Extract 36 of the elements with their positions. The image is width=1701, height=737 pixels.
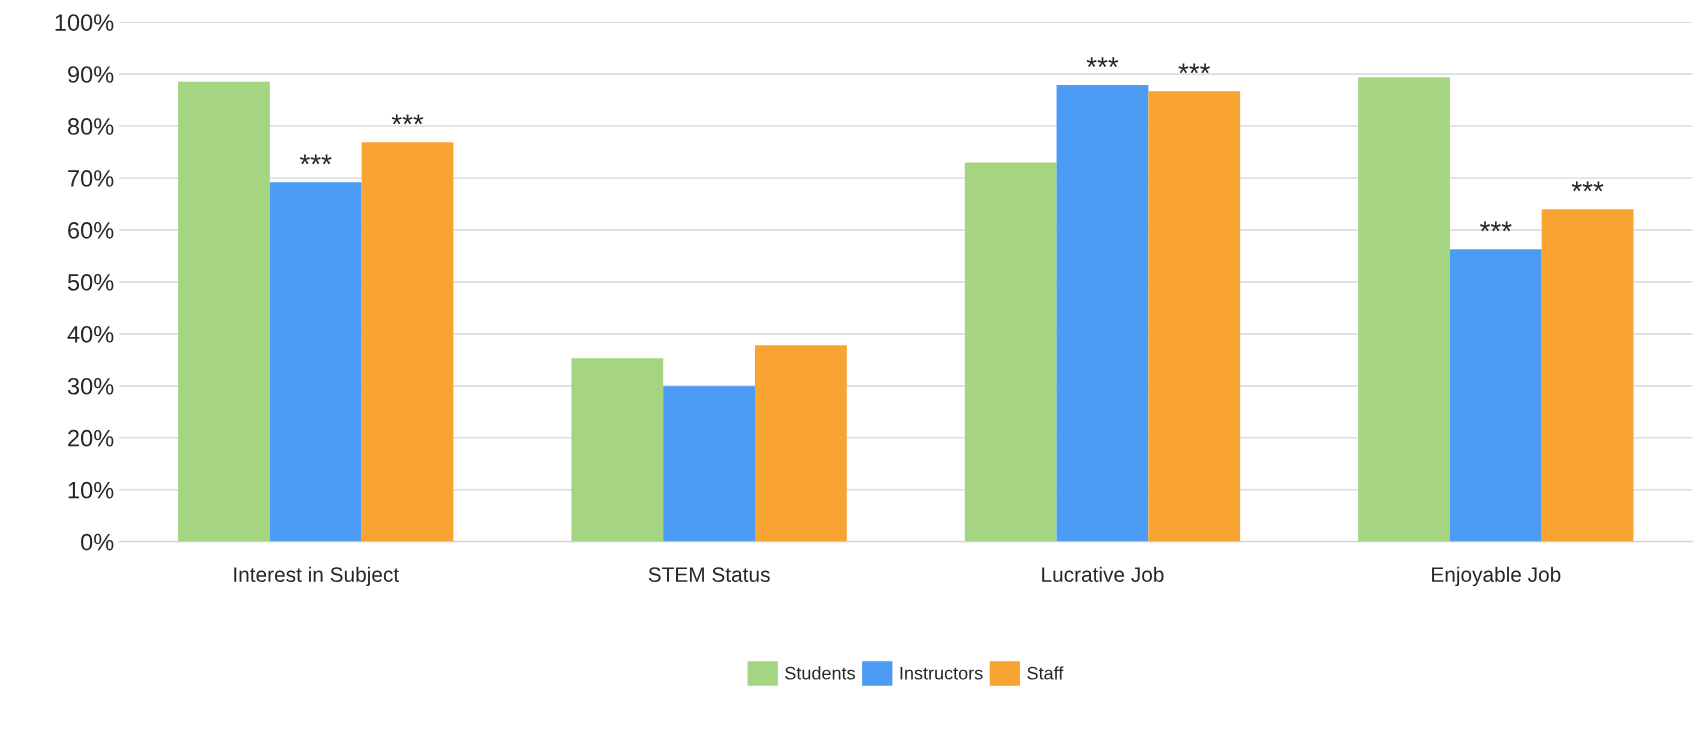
y-tick-label: 90% xyxy=(68,66,114,83)
data-label: *** xyxy=(1086,57,1119,68)
y-tick-label: 40% xyxy=(67,325,114,343)
y-tick-label: 10% xyxy=(68,481,114,499)
legend-label: Students xyxy=(785,666,855,680)
bar xyxy=(964,162,1057,542)
y-tick-label: 80% xyxy=(67,118,114,135)
x-tick-label: Interest in Subject xyxy=(234,566,399,587)
data-label: *** xyxy=(299,154,332,165)
legend-label: Instructors xyxy=(900,666,983,680)
bar xyxy=(361,142,454,542)
y-tick-label: 30% xyxy=(67,377,114,395)
data-label: *** xyxy=(1178,63,1211,74)
bar xyxy=(1449,249,1542,542)
x-tick-label: STEM Status xyxy=(648,567,770,582)
y-tick-label: 60% xyxy=(68,222,114,239)
bar xyxy=(1056,84,1149,542)
x-tick-label: Lucrative Job xyxy=(1042,566,1164,582)
data-label: *** xyxy=(1571,181,1604,192)
bar xyxy=(178,81,270,542)
y-tick-label: 20% xyxy=(68,429,114,447)
bar xyxy=(1148,91,1241,542)
legend-label: Staff xyxy=(1027,666,1064,680)
bar xyxy=(755,345,847,542)
bar xyxy=(269,182,362,542)
bar xyxy=(663,386,755,542)
y-tick-label: 70% xyxy=(68,170,114,187)
data-label: *** xyxy=(391,114,424,125)
data-label: *** xyxy=(1480,221,1512,232)
bar xyxy=(1358,77,1450,542)
y-tick-label: 100% xyxy=(55,14,114,31)
bar xyxy=(571,358,664,542)
x-tick-label: Enjoyable Job xyxy=(1432,566,1561,587)
bar xyxy=(1541,209,1634,542)
y-tick-label: 0% xyxy=(81,533,114,551)
y-tick-label: 50% xyxy=(67,273,114,291)
